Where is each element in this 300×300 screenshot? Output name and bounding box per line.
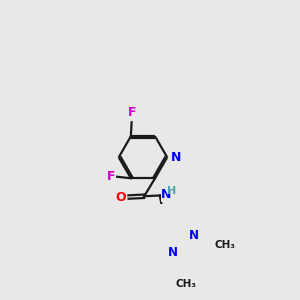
Text: CH₃: CH₃ <box>176 279 197 289</box>
Text: N: N <box>168 246 178 259</box>
Text: N: N <box>188 229 198 242</box>
Text: N: N <box>161 188 172 201</box>
Text: CH₃: CH₃ <box>215 240 236 250</box>
Text: F: F <box>128 106 136 119</box>
Text: N: N <box>171 151 181 164</box>
Text: O: O <box>116 190 126 203</box>
Text: H: H <box>167 186 176 196</box>
Text: F: F <box>106 170 115 183</box>
